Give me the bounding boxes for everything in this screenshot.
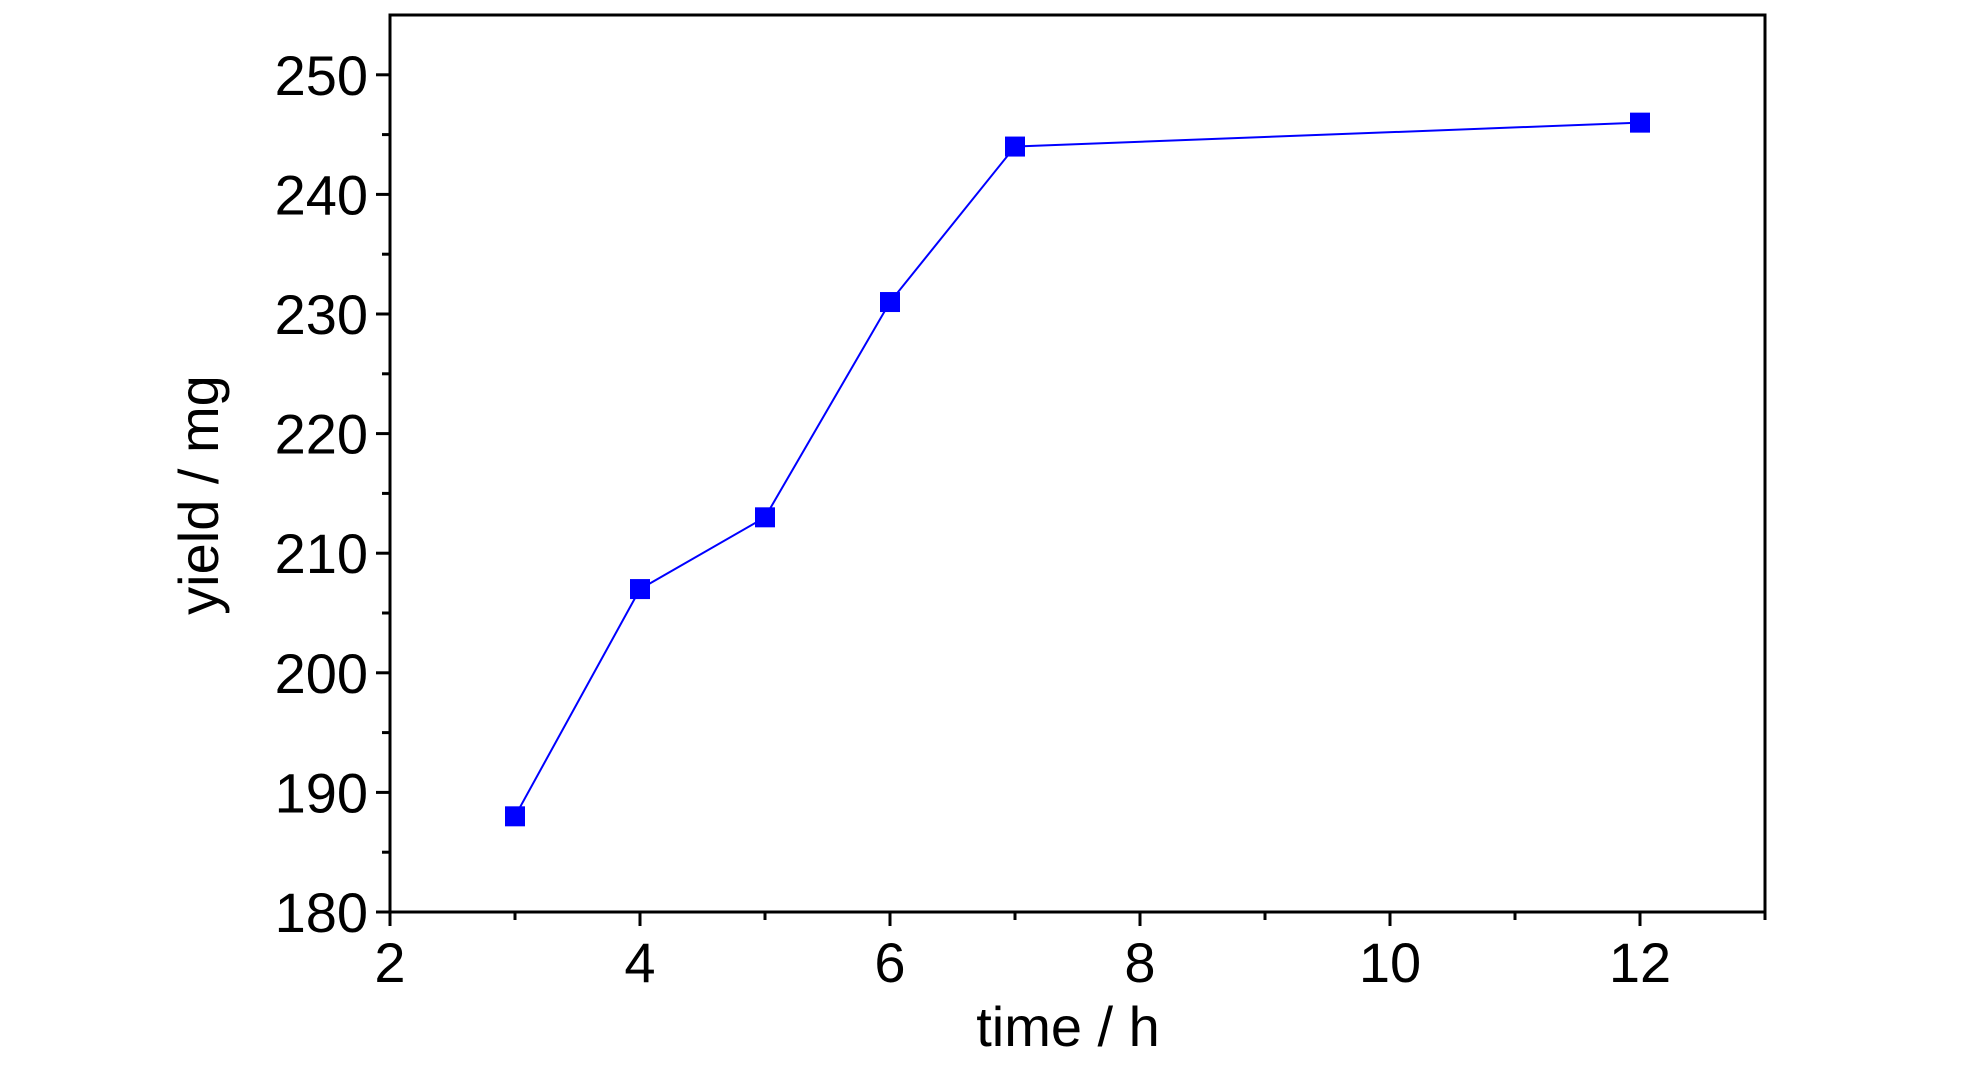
- y-tick-label: 220: [275, 403, 368, 466]
- x-tick-label: 6: [874, 931, 905, 994]
- y-axis-ticks: 180 190 200 210 220 230 240 250: [275, 44, 390, 944]
- data-point: [1005, 136, 1025, 157]
- y-tick-label: 210: [275, 522, 368, 585]
- x-tick-label: 8: [1124, 931, 1155, 994]
- x-axis-ticks: 2 4 6 8 10 12: [374, 912, 1767, 994]
- plot-frame: [388, 13, 1767, 914]
- series-line: [514, 121, 1641, 817]
- y-axis-title: yield / mg: [167, 375, 230, 615]
- data-point: [880, 292, 900, 313]
- data-point: [755, 507, 775, 528]
- y-tick-label: 230: [275, 283, 368, 346]
- data-point: [505, 806, 525, 827]
- x-axis-title: time / h: [976, 995, 1160, 1058]
- x-tick-label: 4: [624, 931, 655, 994]
- y-tick-label: 240: [275, 163, 368, 226]
- y-tick-label: 250: [275, 44, 368, 107]
- x-tick-label: 10: [1359, 931, 1421, 994]
- data-point: [1630, 112, 1650, 133]
- series-points: [505, 112, 1650, 827]
- data-point: [630, 579, 650, 600]
- series-lines: [514, 121, 1641, 817]
- y-tick-label: 190: [275, 761, 368, 824]
- y-tick-label: 180: [275, 881, 368, 944]
- x-tick-label: 2: [374, 931, 405, 994]
- y-tick-label: 200: [275, 642, 368, 705]
- x-tick-label: 12: [1609, 931, 1671, 994]
